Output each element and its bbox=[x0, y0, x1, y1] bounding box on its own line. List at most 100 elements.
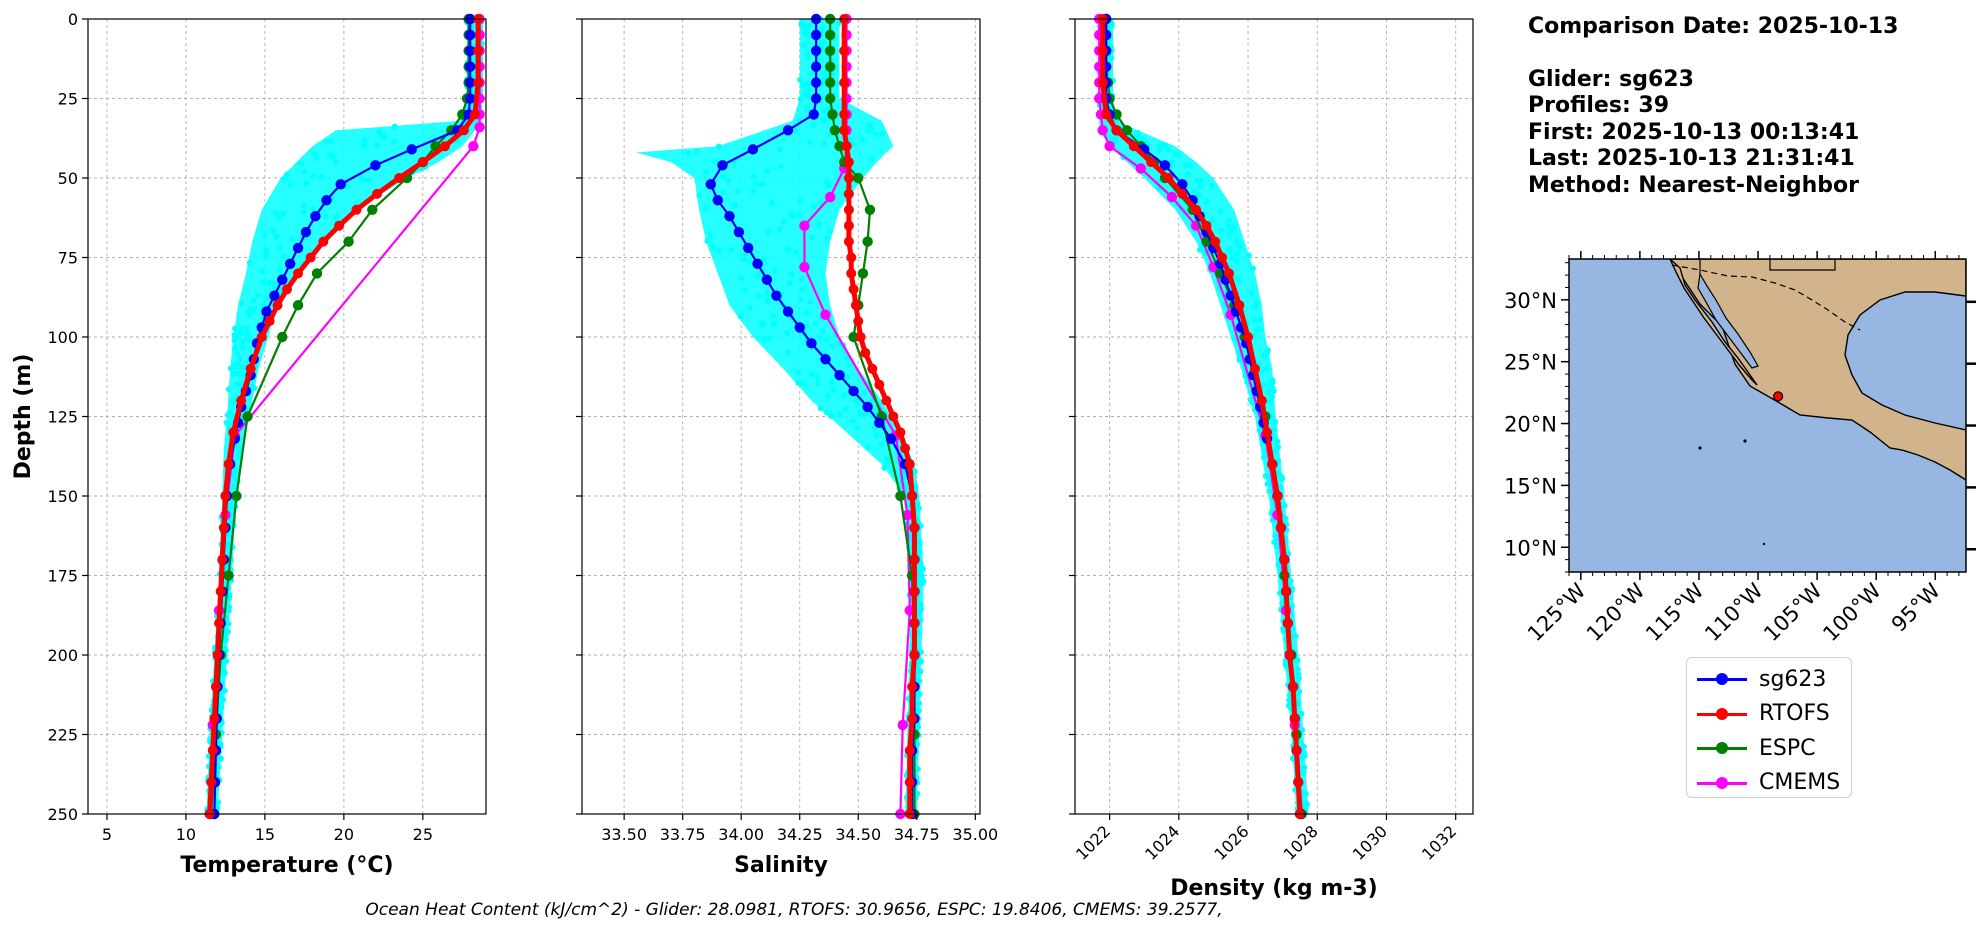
legend: sg623 RTOFS ESPC CMEMS bbox=[1686, 657, 1852, 798]
temperature-glider-point bbox=[471, 57, 478, 64]
temperature-rtofs-point bbox=[439, 141, 450, 152]
temperature-rtofs-point bbox=[293, 268, 304, 279]
salinity-glider-point bbox=[702, 205, 709, 212]
salinity-sg623-point bbox=[885, 433, 897, 444]
density-rtofs-point bbox=[1267, 459, 1278, 470]
temperature-x-ticks: 5 10 15 20 25 bbox=[102, 814, 433, 844]
salinity-sg623-point bbox=[712, 195, 723, 206]
temperature-glider-point bbox=[376, 128, 383, 135]
depth-y-tick-label: 0 bbox=[68, 10, 78, 29]
salinity-glider-point bbox=[808, 371, 815, 378]
salinity-sg623-point bbox=[705, 179, 716, 190]
map-island-1 bbox=[1698, 446, 1702, 450]
temperature-rtofs-point bbox=[236, 395, 247, 406]
salinity-espc-point bbox=[848, 331, 859, 343]
salinity-rtofs-point bbox=[867, 363, 878, 374]
temperature-glider-point bbox=[238, 326, 245, 333]
density-x-ticks: 1022 1024 1026 1028 1030 1032 bbox=[1072, 814, 1460, 864]
depth-y-tick-label: 125 bbox=[47, 408, 78, 427]
density-glider-point bbox=[1265, 389, 1272, 396]
temperature-sg623-point bbox=[465, 77, 476, 88]
salinity-glider-point bbox=[912, 483, 919, 490]
temperature-glider-point bbox=[231, 483, 238, 490]
salinity-glider-point bbox=[873, 432, 880, 439]
map-lon-tick-label: 110°W bbox=[1700, 578, 1768, 646]
salinity-sg623-point bbox=[848, 385, 859, 397]
legend-label: CMEMS bbox=[1759, 770, 1841, 796]
salinity-glider-point bbox=[804, 51, 811, 58]
density-x-tick-label: 1032 bbox=[1418, 822, 1460, 864]
density-rtofs-point bbox=[1243, 332, 1254, 342]
salinity-espc-point bbox=[853, 172, 864, 184]
salinity-glider-point bbox=[817, 405, 824, 412]
salinity-glider-point bbox=[821, 140, 828, 147]
salinity-glider-point bbox=[770, 312, 777, 319]
salinity-rtofs-point bbox=[909, 522, 920, 533]
density-glider-point bbox=[1217, 226, 1224, 233]
legend-item: ESPC bbox=[1697, 731, 1851, 766]
temperature-rtofs-point bbox=[256, 332, 267, 342]
salinity-glider-point bbox=[750, 188, 757, 195]
salinity-glider-point bbox=[836, 410, 843, 417]
salinity-glider-point bbox=[798, 21, 805, 28]
density-x-tick-label: 1028 bbox=[1280, 822, 1322, 864]
density-rtofs-point bbox=[1128, 141, 1139, 152]
salinity-glider-point bbox=[738, 275, 745, 282]
salinity-glider-point bbox=[841, 392, 848, 399]
temperature-x-tick-label: 25 bbox=[413, 825, 433, 844]
density-glider-point bbox=[1277, 484, 1284, 491]
salinity-glider-point bbox=[916, 609, 923, 616]
density-x-tick-label: 1026 bbox=[1210, 822, 1252, 864]
salinity-glider-point bbox=[823, 337, 830, 344]
salinity-glider-point bbox=[916, 549, 923, 556]
salinity-glider-point bbox=[766, 335, 773, 342]
salinity-glider-point bbox=[854, 397, 861, 404]
density-glider-point bbox=[1172, 151, 1179, 158]
temperature-x-tick-label: 10 bbox=[176, 825, 196, 844]
map-lon-tick-label: 100°W bbox=[1818, 578, 1886, 646]
salinity-cmems-point bbox=[824, 191, 836, 203]
salinity-cmems-point bbox=[897, 719, 908, 731]
salinity-glider-point bbox=[784, 329, 791, 336]
temperature-rtofs-point bbox=[473, 45, 484, 56]
density-glider-point bbox=[1257, 316, 1264, 323]
interp-method: Method: Nearest-Neighbor bbox=[1528, 172, 1859, 198]
density-rtofs-point bbox=[1284, 650, 1295, 660]
temperature-cmems-point bbox=[468, 141, 479, 152]
temperature-glider-point bbox=[361, 142, 368, 149]
salinity-rtofs-point bbox=[843, 236, 854, 247]
salinity-glider-point bbox=[734, 187, 741, 194]
density-rtofs-point bbox=[1217, 252, 1228, 263]
temperature-glider-point bbox=[318, 173, 325, 180]
salinity-sg623-point bbox=[761, 274, 773, 285]
salinity-rtofs-point bbox=[843, 220, 854, 231]
temperature-sg623-point bbox=[406, 144, 417, 155]
salinity-glider-point bbox=[916, 658, 923, 665]
temperature-espc-point bbox=[343, 236, 354, 247]
temperature-glider-point bbox=[262, 252, 269, 259]
salinity-glider-point bbox=[793, 249, 800, 256]
temperature-glider-point bbox=[280, 176, 287, 183]
temperature-glider-point bbox=[239, 344, 246, 351]
temperature-rtofs-point bbox=[206, 777, 217, 788]
temperature-glider-point bbox=[297, 160, 304, 167]
density-glider-point bbox=[1209, 182, 1216, 189]
density-x-tick-label: 1030 bbox=[1349, 822, 1391, 864]
salinity-glider-point bbox=[759, 181, 766, 188]
temperature-rtofs-point bbox=[318, 236, 329, 247]
temperature-glider-point bbox=[225, 386, 232, 393]
salinity-rtofs-point bbox=[843, 188, 854, 199]
salinity-glider-point bbox=[802, 24, 809, 31]
legend-swatch bbox=[1697, 669, 1747, 689]
salinity-glider-point bbox=[796, 212, 803, 219]
temperature-rtofs-point bbox=[473, 77, 484, 88]
temperature-glider-point bbox=[273, 233, 280, 240]
map-lat-tick-label: 20°N bbox=[1504, 413, 1557, 437]
salinity-glider-point bbox=[805, 92, 812, 99]
temperature-glider-point bbox=[234, 332, 241, 339]
density-rtofs-point bbox=[1249, 363, 1260, 374]
temperature-rtofs-point bbox=[217, 554, 228, 565]
salinity-glider-point bbox=[720, 189, 727, 196]
